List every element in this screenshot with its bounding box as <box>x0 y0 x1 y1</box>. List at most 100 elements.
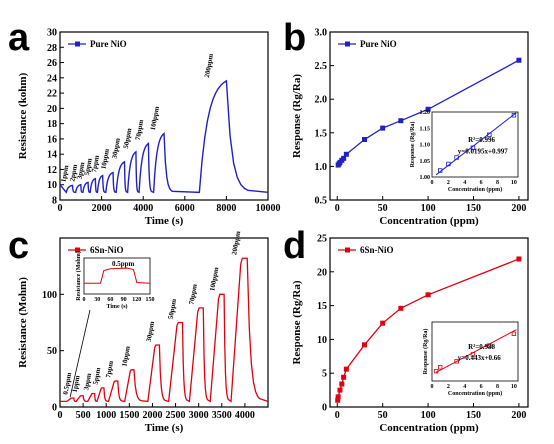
x-tick-label: 8000 <box>216 203 236 214</box>
data-point <box>335 394 341 400</box>
panel-letter: b <box>283 17 306 59</box>
plot-frame <box>329 31 529 201</box>
y-tick-label: 2.5 <box>315 61 328 72</box>
pulse-label: 7ppm <box>90 154 101 172</box>
y-tick-label: 24 <box>47 73 57 84</box>
legend-marker <box>75 247 80 253</box>
inset-x-tick: 2 <box>447 180 450 186</box>
y-tick-label: 1.5 <box>315 128 328 139</box>
y-tick-label: 15 <box>317 301 327 312</box>
y-tick-label: 0 <box>52 403 57 414</box>
y-tick-label: 0.5 <box>315 196 328 207</box>
x-tick-label: 6000 <box>175 203 195 214</box>
x-tick-label: 150 <box>466 410 481 421</box>
legend-marker <box>345 247 350 253</box>
y-axis-label: Resistance (kohm) <box>17 72 29 159</box>
x-tick-label: 200 <box>511 203 526 214</box>
data-point <box>425 292 431 298</box>
x-axis-label: Time (s) <box>145 215 184 227</box>
x-tick-label: 50 <box>378 203 388 214</box>
inset-data-point <box>470 145 476 150</box>
inset-y-tick: 1.20 <box>420 110 431 116</box>
inset-x-tick: 0 <box>431 180 434 186</box>
pulse-label: 30ppm <box>110 137 121 159</box>
x-tick-label: 1500 <box>119 410 139 421</box>
inset-x-label: Concentration (ppm) <box>448 186 502 193</box>
inset-x-tick: 90 <box>121 297 127 303</box>
pulse-label: 100ppm <box>149 106 161 131</box>
inset-x-tick: 8 <box>496 384 499 390</box>
pulse-label: 7ppm <box>104 360 115 378</box>
inset-data-point <box>437 168 443 173</box>
inset-data-point <box>511 113 517 118</box>
pulse-label: 50ppm <box>167 298 178 320</box>
panel-letter: a <box>8 17 30 59</box>
x-tick-label: 100 <box>421 203 436 214</box>
pulse-label: 200ppm <box>230 230 242 255</box>
pulse-label: 200ppm <box>203 53 215 78</box>
x-tick-label: 50 <box>378 410 388 421</box>
inset-y-tick: 1.05 <box>420 159 431 165</box>
data-point <box>398 305 404 311</box>
inset-r2: R²=0.988 <box>468 343 495 351</box>
data-point <box>362 342 368 348</box>
y-tick-label: 3.0 <box>315 28 328 39</box>
inset-x-tick: 8 <box>496 180 499 186</box>
data-point <box>516 57 522 63</box>
pulse-label: 70ppm <box>134 119 145 141</box>
data-point <box>398 118 404 124</box>
inset-y-tick: 1.00 <box>420 175 431 181</box>
pulse-label: 3ppm <box>76 161 87 179</box>
x-tick-label: 500 <box>76 410 91 421</box>
inset-data-point <box>470 352 476 357</box>
pulse-label: 1ppm <box>71 375 82 393</box>
pulse-label: 5ppm <box>92 367 103 385</box>
inset-x-tick: 4 <box>463 384 466 390</box>
pulse-label: 50ppm <box>122 127 133 149</box>
inset-y-label: Response (Rg/Ra) <box>422 329 429 375</box>
y-axis-label: Response (Rg/Ra) <box>291 280 303 364</box>
series-line <box>59 79 269 194</box>
pulse-label: 1ppm <box>59 164 70 182</box>
inset-frame <box>83 257 151 295</box>
data-point <box>339 381 345 387</box>
inset-x-tick: 0 <box>83 297 86 303</box>
inset-x-tick: 0 <box>431 384 434 390</box>
plot-frame <box>59 31 269 201</box>
x-axis-label: Concentration (ppm) <box>379 215 479 227</box>
x-tick-label: 150 <box>466 203 481 214</box>
x-tick-label: 4000 <box>235 410 255 421</box>
inset-equation: y=0.0195x+0.997 <box>458 148 508 156</box>
y-tick-label: 2.0 <box>315 95 328 106</box>
inset-x-tick: 4 <box>463 180 466 186</box>
y-tick-label: 12 <box>47 165 57 176</box>
inset-data-point <box>454 359 459 364</box>
inset-c: 0.5ppm 0 30 60 90 120 150 Time (s) Resistance (M… <box>69 251 155 397</box>
inset-data-point <box>487 132 492 137</box>
pulse-label: 0.5ppm <box>61 372 73 396</box>
inset-fit-line <box>435 329 517 373</box>
data-point <box>362 137 368 143</box>
x-axis-label: Time (s) <box>145 422 184 434</box>
y-tick-label: 50 <box>47 346 57 357</box>
x-tick-label: 100 <box>421 410 436 421</box>
y-tick-label: 30 <box>47 28 57 39</box>
chart-c: 0 500 1000 1500 2000 2500 3000 3500 4000050100Ti… <box>8 225 269 434</box>
inset-b: 0 2 4 6 8 10 1.00 1.05 1.10 1.15 1.20 Concentration… <box>409 110 519 193</box>
y-tick-label: 20 <box>317 267 327 278</box>
y-axis-label: Resistance (Mohm) <box>17 277 29 368</box>
pulse-label: 100ppm <box>208 266 220 291</box>
x-tick-label: 10000 <box>256 203 281 214</box>
y-tick-label: 14 <box>47 150 57 161</box>
inset-x-tick: 10 <box>511 384 517 390</box>
legend-marker <box>75 41 80 47</box>
y-tick-label: 28 <box>47 43 57 54</box>
pulse-label: 2ppm <box>68 164 79 182</box>
data-point <box>380 125 386 131</box>
chart-a: 0 2000 4000 6000 8000 10000 8 10 12 14 16 18 20 22 24 2… <box>8 17 281 227</box>
y-tick-label: 20 <box>47 104 57 115</box>
y-tick-label: 16 <box>47 134 57 145</box>
x-tick-label: 3500 <box>212 410 232 421</box>
